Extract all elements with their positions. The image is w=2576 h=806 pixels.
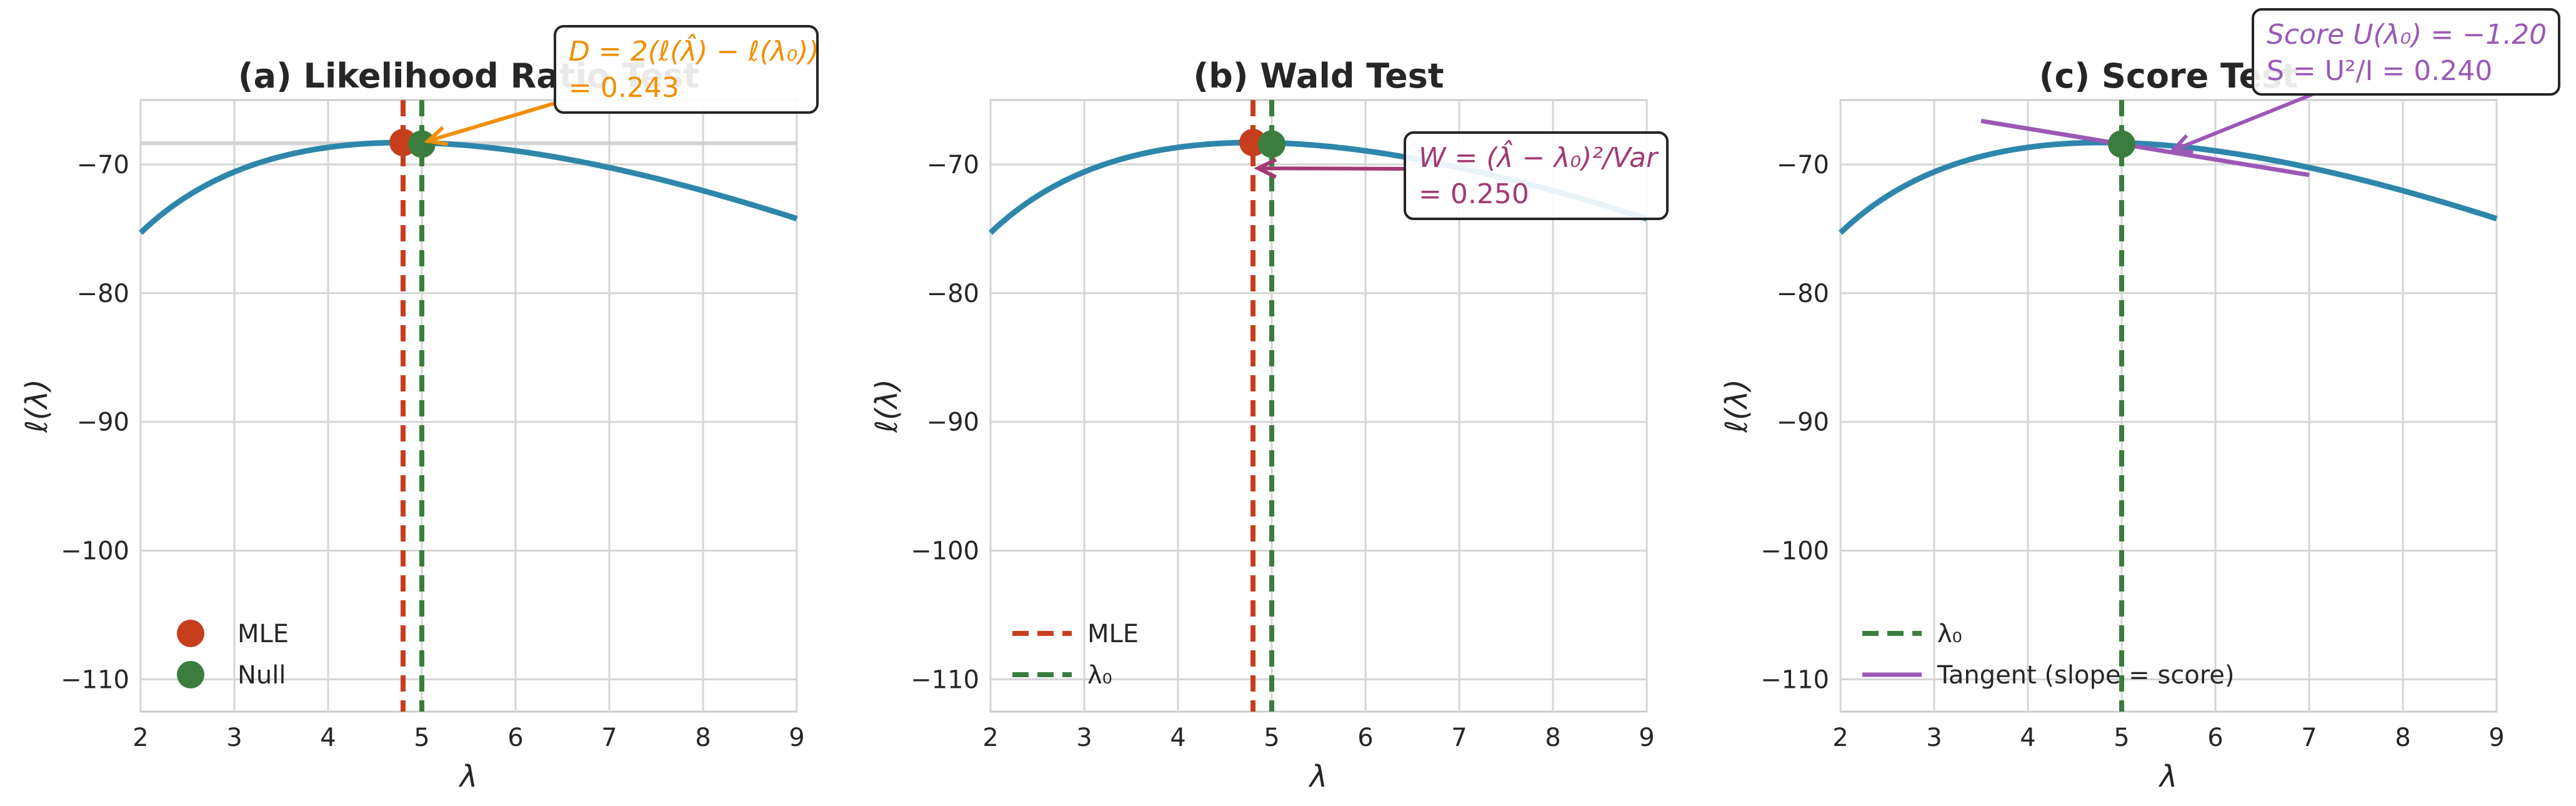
y-tick-label: −80 [927, 280, 979, 308]
y-tick-label: −90 [77, 408, 129, 437]
y-tick-label: −110 [1760, 666, 1829, 695]
y-tick-label: −110 [911, 666, 979, 695]
x-tick-label: 4 [1170, 723, 1186, 752]
annotation-arrowhead [424, 126, 449, 146]
x-tick-label: 9 [789, 723, 804, 752]
x-tick-label: 5 [2114, 723, 2129, 752]
null-point [2108, 130, 2135, 158]
x-tick-label: 5 [1264, 723, 1279, 752]
y-tick-label: −90 [927, 408, 979, 437]
y-tick-label: −80 [77, 280, 129, 308]
y-tick-label: −100 [61, 537, 129, 566]
x-tick-label: 8 [2395, 723, 2410, 752]
log-likelihood-curve [1838, 139, 2498, 235]
plot-area [139, 99, 798, 713]
null-point [1258, 130, 1286, 158]
x-axis-label: λ [2158, 759, 2177, 794]
x-tick-label: 2 [1832, 723, 1848, 752]
annotation-arrowhead [1254, 158, 1277, 179]
x-tick-label: 8 [695, 723, 711, 752]
y-axis-label: ℓ(λ) [869, 379, 904, 433]
y-tick-label: −90 [1777, 408, 1829, 437]
chart-title: (b) Wald Test [1193, 56, 1444, 96]
x-tick-label: 3 [226, 723, 242, 752]
legend-label: λ₀ [1087, 661, 1112, 690]
legend-marker [177, 620, 204, 647]
annotation-box [2252, 8, 2560, 96]
tangent-line [1980, 118, 2310, 178]
annotation-arrowhead [2169, 134, 2194, 154]
x-tick-label: 7 [1451, 723, 1467, 752]
legend-label: λ₀ [1937, 620, 1962, 648]
legend-label: Tangent (slope = score) [1937, 661, 2235, 690]
legend-label: MLE [237, 620, 289, 648]
y-tick-label: −100 [911, 537, 979, 566]
x-tick-label: 3 [1076, 723, 1092, 752]
x-tick-label: 6 [1357, 723, 1373, 752]
plot-area [1839, 99, 2498, 713]
y-tick-label: −70 [927, 151, 979, 179]
x-tick-label: 2 [982, 723, 998, 752]
annotation-box [1404, 131, 1669, 220]
legend: λ₀ Tangent (slope = score) [1862, 620, 2235, 690]
x-tick-label: 6 [2207, 723, 2223, 752]
y-tick-label: −80 [1777, 280, 1829, 308]
log-likelihood-curve [138, 139, 798, 235]
annotation-box [554, 25, 819, 114]
x-tick-label: 5 [414, 723, 429, 752]
y-tick-label: −110 [61, 666, 129, 695]
x-tick-label: 9 [2489, 723, 2504, 752]
legend-label: MLE [1087, 620, 1139, 648]
legend-label: Null [237, 661, 286, 690]
legend: MLE Null [177, 620, 289, 690]
panel-b: 2 3 4 5 6 7 8 9 −70 −80 −90 −100 −110 λ ℓ(λ) (b) Wald T… [869, 56, 1669, 794]
x-tick-label: 7 [601, 723, 617, 752]
x-tick-label: 7 [2301, 723, 2317, 752]
annotation-line-1: D = 2(ℓ(λ̂) − ℓ(λ₀)) [569, 33, 819, 68]
x-tick-label: 8 [1545, 723, 1560, 752]
annotation-line-2: = 0.250 [1419, 178, 1529, 210]
x-tick-label: 4 [320, 723, 336, 752]
y-tick-label: −70 [1777, 151, 1829, 179]
annotation-line-2: S = U²/I = 0.240 [2267, 55, 2492, 87]
annotation-arrow [427, 101, 556, 143]
annotation-line-1: Score U(λ₀) = −1.20 [2267, 19, 2547, 51]
x-tick-label: 2 [132, 723, 148, 752]
y-tick-label: −70 [77, 151, 129, 179]
annotation-arrow [1257, 166, 1405, 171]
annotation-line-1: W = (λ̂ − λ₀)²/Var [1419, 139, 1659, 174]
x-tick-label: 6 [507, 723, 523, 752]
x-axis-label: λ [1308, 759, 1327, 794]
y-axis-label: ℓ(λ) [19, 379, 54, 433]
annotation-arrow [2172, 93, 2314, 153]
x-tick-label: 3 [1926, 723, 1942, 752]
y-tick-label: −100 [1760, 537, 1829, 566]
y-axis-label: ℓ(λ) [1719, 379, 1754, 433]
annotation-line-2: = 0.243 [569, 72, 679, 104]
x-axis-label: λ [458, 759, 477, 794]
x-tick-label: 4 [2020, 723, 2035, 752]
null-point [408, 130, 436, 158]
legend-marker [177, 661, 204, 688]
legend: MLE λ₀ [1012, 620, 1139, 690]
x-tick-label: 9 [1639, 723, 1654, 752]
